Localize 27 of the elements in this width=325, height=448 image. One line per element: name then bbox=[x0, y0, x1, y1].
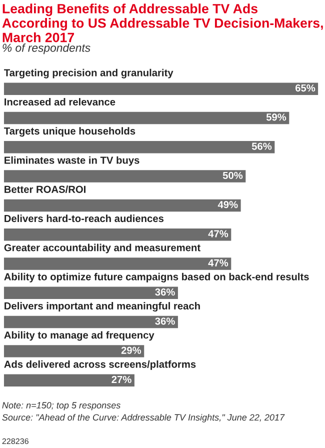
text: 228236 bbox=[2, 438, 28, 444]
y-tick-label: Targets unique households bbox=[4, 127, 136, 137]
y-tick-label: Greater accountability and measurement bbox=[4, 244, 200, 254]
y-tick-label: Ability to optimize future campaigns based on back-end results bbox=[4, 272, 309, 282]
data-label: 29% bbox=[121, 346, 142, 354]
y-tick-label: Delivers hard-to-reach audiences bbox=[4, 214, 164, 222]
source-note: Source: "Ahead of the Curve: Addressable TV Insights," June 22, 2017 bbox=[2, 414, 285, 422]
data-label: 47% bbox=[208, 259, 228, 266]
chart-title: Leading Benefits of Addressable TV Ads According to US Addressable TV Decision-Makers, March 2017 bbox=[2, 4, 323, 42]
y-tick-label: Ability to manage ad frequency bbox=[4, 331, 154, 341]
data-label: 47% bbox=[208, 230, 228, 238]
data-label: 65% bbox=[295, 84, 316, 92]
data-label: 56% bbox=[252, 142, 272, 150]
data-label: 36% bbox=[155, 288, 175, 296]
data-label: 27% bbox=[112, 376, 132, 384]
chart-subtitle: % of respondents bbox=[2, 43, 90, 54]
data-label: 59% bbox=[266, 114, 286, 121]
y-tick-label: Increased ad relevance bbox=[4, 98, 116, 106]
data-label: 50% bbox=[222, 172, 243, 180]
y-tick-label: Delivers important and meaningful reach bbox=[4, 302, 200, 312]
y-tick-label: Eliminates waste in TV buys bbox=[4, 156, 140, 166]
y-tick-label: Better ROAS/ROI bbox=[4, 186, 86, 194]
y-tick-label: Targeting precision and granularity bbox=[4, 68, 174, 78]
y-tick-label: Ads delivered across screens/platforms bbox=[4, 360, 196, 370]
text: Note: n=150; top 5 responses bbox=[2, 402, 120, 410]
data-label: 49% bbox=[218, 200, 238, 208]
data-label: 36% bbox=[155, 318, 175, 325]
